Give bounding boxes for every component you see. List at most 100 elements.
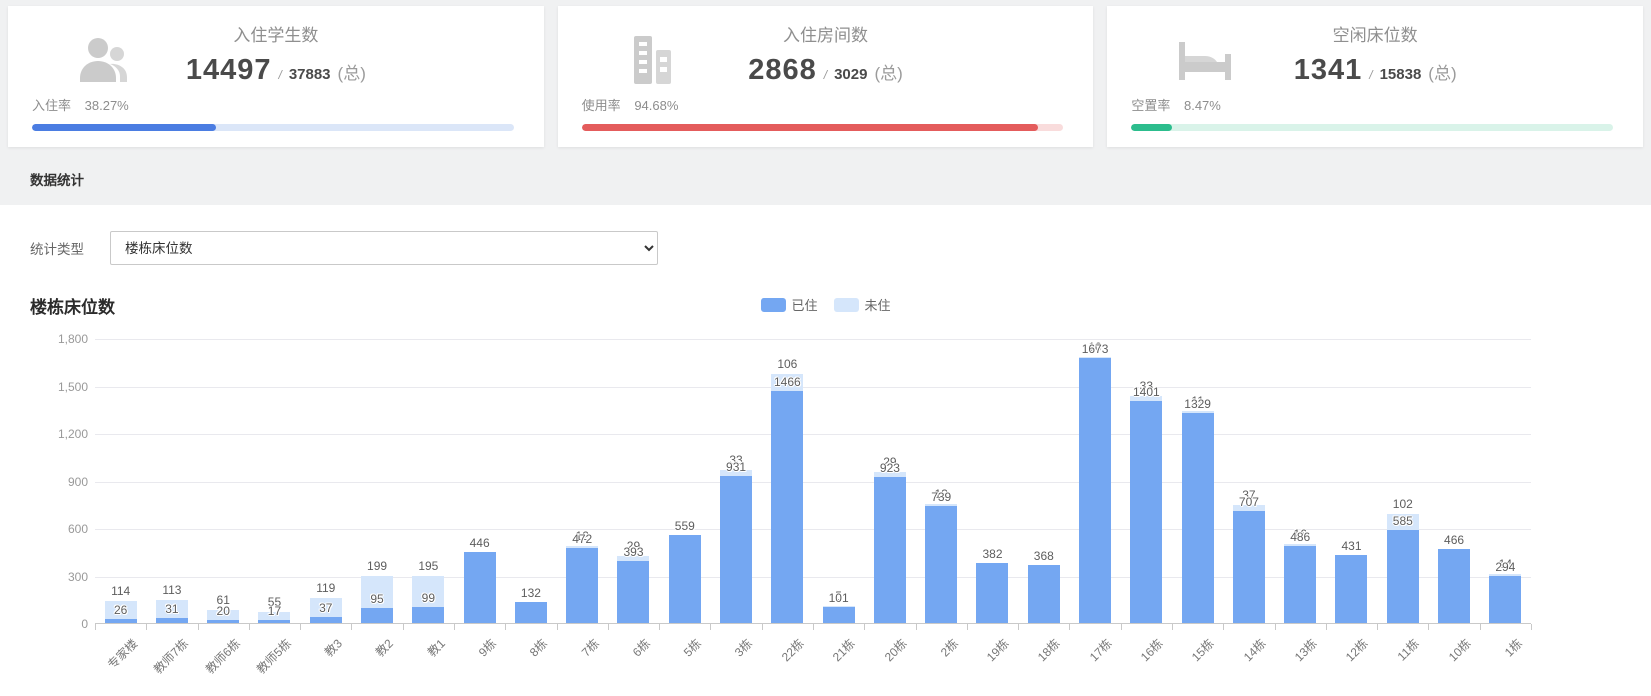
bar-20栋[interactable]: 29 923 (864, 338, 915, 623)
bar-segment-occupied[interactable] (463, 552, 496, 623)
section-title: 数据统计 (30, 173, 84, 188)
bar-2栋[interactable]: 13 739 (916, 338, 967, 623)
bar-segment-occupied[interactable] (1386, 530, 1419, 623)
bar-教3[interactable]: 119 37 (300, 338, 351, 623)
bar-value-label-vacant: 10 (1088, 339, 1102, 354)
bar-教师7栋[interactable]: 113 31 (146, 338, 197, 623)
bar-segment-occupied[interactable] (1489, 576, 1522, 623)
x-axis-category-label: 19栋 (983, 636, 1012, 665)
bar-13栋[interactable]: 16 486 (1275, 338, 1326, 623)
bar-segment-vacant[interactable] (361, 576, 394, 608)
bar-value-label-vacant: 113 (162, 583, 182, 598)
bar-segment-occupied[interactable] (925, 506, 958, 623)
bar-segment-occupied[interactable] (1284, 546, 1317, 623)
bar-segment-occupied[interactable] (566, 548, 599, 623)
bar-3栋[interactable]: 33 931 (710, 338, 761, 623)
bar-value-label-vacant: 61 (216, 593, 230, 608)
bar-15栋[interactable]: 11 1329 (1172, 338, 1223, 623)
bar-segment-vacant[interactable] (412, 576, 445, 608)
bar-segment-occupied[interactable] (155, 618, 188, 623)
x-axis-tick (1325, 624, 1327, 630)
bar-segment-occupied[interactable] (514, 602, 547, 623)
bar-segment-vacant[interactable] (873, 472, 906, 477)
bar-segment-vacant[interactable] (155, 600, 188, 619)
bar-10栋[interactable]: 466 (1428, 338, 1479, 623)
bar-segment-vacant[interactable] (207, 610, 240, 620)
bar-segment-occupied[interactable] (1027, 564, 1060, 623)
chart-title: 楼栋床位数 (30, 298, 115, 317)
bar-12栋[interactable]: 431 (1326, 338, 1377, 623)
bar-教1[interactable]: 195 99 (403, 338, 454, 623)
bar-segment-occupied[interactable] (104, 618, 137, 623)
bar-8栋[interactable]: 132 (505, 338, 556, 623)
bar-1栋[interactable]: 14 294 (1480, 338, 1531, 623)
bar-segment-vacant[interactable] (925, 503, 958, 506)
bar-segment-vacant[interactable] (1489, 574, 1522, 577)
legend-item-occupied[interactable]: 已住 (760, 295, 818, 314)
bar-14栋[interactable]: 37 707 (1223, 338, 1274, 623)
card-value: 1341 (1293, 54, 1363, 86)
bar-segment-occupied[interactable] (1079, 358, 1112, 623)
bar-segment-occupied[interactable] (1438, 549, 1471, 623)
bar-segment-occupied[interactable] (1232, 511, 1265, 623)
bar-segment-occupied[interactable] (412, 607, 445, 623)
bar-segment-vacant[interactable] (822, 606, 855, 608)
bar-value-label-occupied: 739 (931, 490, 952, 504)
legend-item-vacant[interactable]: 未住 (833, 295, 891, 314)
bar-segment-occupied[interactable] (258, 620, 291, 623)
bar-segment-vacant[interactable] (309, 598, 342, 618)
bar-value-label-occupied: 17 (267, 604, 282, 619)
bar-segment-occupied[interactable] (720, 475, 753, 623)
bar-segment-occupied[interactable] (873, 476, 906, 623)
bar-18栋[interactable]: 368 (1018, 338, 1069, 623)
x-axis-tick (710, 624, 712, 630)
bar-segment-occupied[interactable] (976, 562, 1009, 623)
bar-segment-occupied[interactable] (309, 617, 342, 623)
bar-segment-vacant[interactable] (566, 546, 599, 549)
bar-22栋[interactable]: 106 1466 (762, 338, 813, 623)
bar-segment-vacant[interactable] (1130, 395, 1163, 402)
bar-9栋[interactable]: 446 (454, 338, 505, 623)
bar-segment-occupied[interactable] (668, 534, 701, 623)
rate-row: 入住率 38.27% (32, 95, 129, 114)
bar-21栋[interactable]: 5 101 (813, 338, 864, 623)
bar-17栋[interactable]: 10 1673 (1069, 338, 1120, 623)
bar-教师6栋[interactable]: 61 20 (198, 338, 249, 623)
bar-value-label-vacant: 114 (111, 583, 131, 598)
legend-swatch-occupied (760, 297, 786, 312)
bar-segment-occupied[interactable] (1335, 554, 1368, 623)
bar-segment-vacant[interactable] (617, 556, 650, 561)
bar-16栋[interactable]: 33 1401 (1121, 338, 1172, 623)
stat-type-select[interactable]: 楼栋床位数 (110, 231, 658, 265)
bar-value-label-vacant: 102 (1392, 497, 1413, 512)
bar-segment-vacant[interactable] (1284, 543, 1317, 547)
bar-value-label-vacant: 119 (316, 581, 336, 596)
bar-5栋[interactable]: 559 (659, 338, 710, 623)
bar-segment-occupied[interactable] (822, 607, 855, 623)
bar-segment-occupied[interactable] (1130, 401, 1163, 623)
bar-segment-vacant[interactable] (720, 470, 753, 476)
bar-教师5栋[interactable]: 55 17 (249, 338, 300, 623)
bar-专家楼[interactable]: 114 26 (95, 338, 146, 623)
bar-segment-vacant[interactable] (1232, 505, 1265, 512)
bar-segment-vacant[interactable] (771, 374, 804, 391)
bar-segment-vacant[interactable] (1386, 514, 1419, 531)
x-axis-category-label: 5栋 (680, 636, 705, 660)
bar-6栋[interactable]: 29 393 (608, 338, 659, 623)
rate-row: 使用率 94.68% (582, 95, 679, 114)
x-axis-tick (1223, 624, 1225, 630)
bar-7栋[interactable]: 12 472 (557, 338, 608, 623)
bar-segment-occupied[interactable] (207, 619, 240, 623)
bar-segment-vacant[interactable] (1079, 356, 1112, 359)
bar-segment-occupied[interactable] (771, 390, 804, 623)
bar-segment-occupied[interactable] (1181, 412, 1214, 623)
bar-11栋[interactable]: 102 585 (1377, 338, 1428, 623)
bar-segment-occupied[interactable] (617, 560, 650, 623)
bar-19栋[interactable]: 382 (967, 338, 1018, 623)
gridline (95, 529, 1531, 530)
bar-教2[interactable]: 199 95 (351, 338, 402, 623)
bar-segment-vacant[interactable] (258, 611, 291, 621)
bar-segment-vacant[interactable] (1181, 410, 1214, 413)
bar-segment-occupied[interactable] (361, 607, 394, 623)
bar-segment-vacant[interactable] (104, 600, 137, 619)
